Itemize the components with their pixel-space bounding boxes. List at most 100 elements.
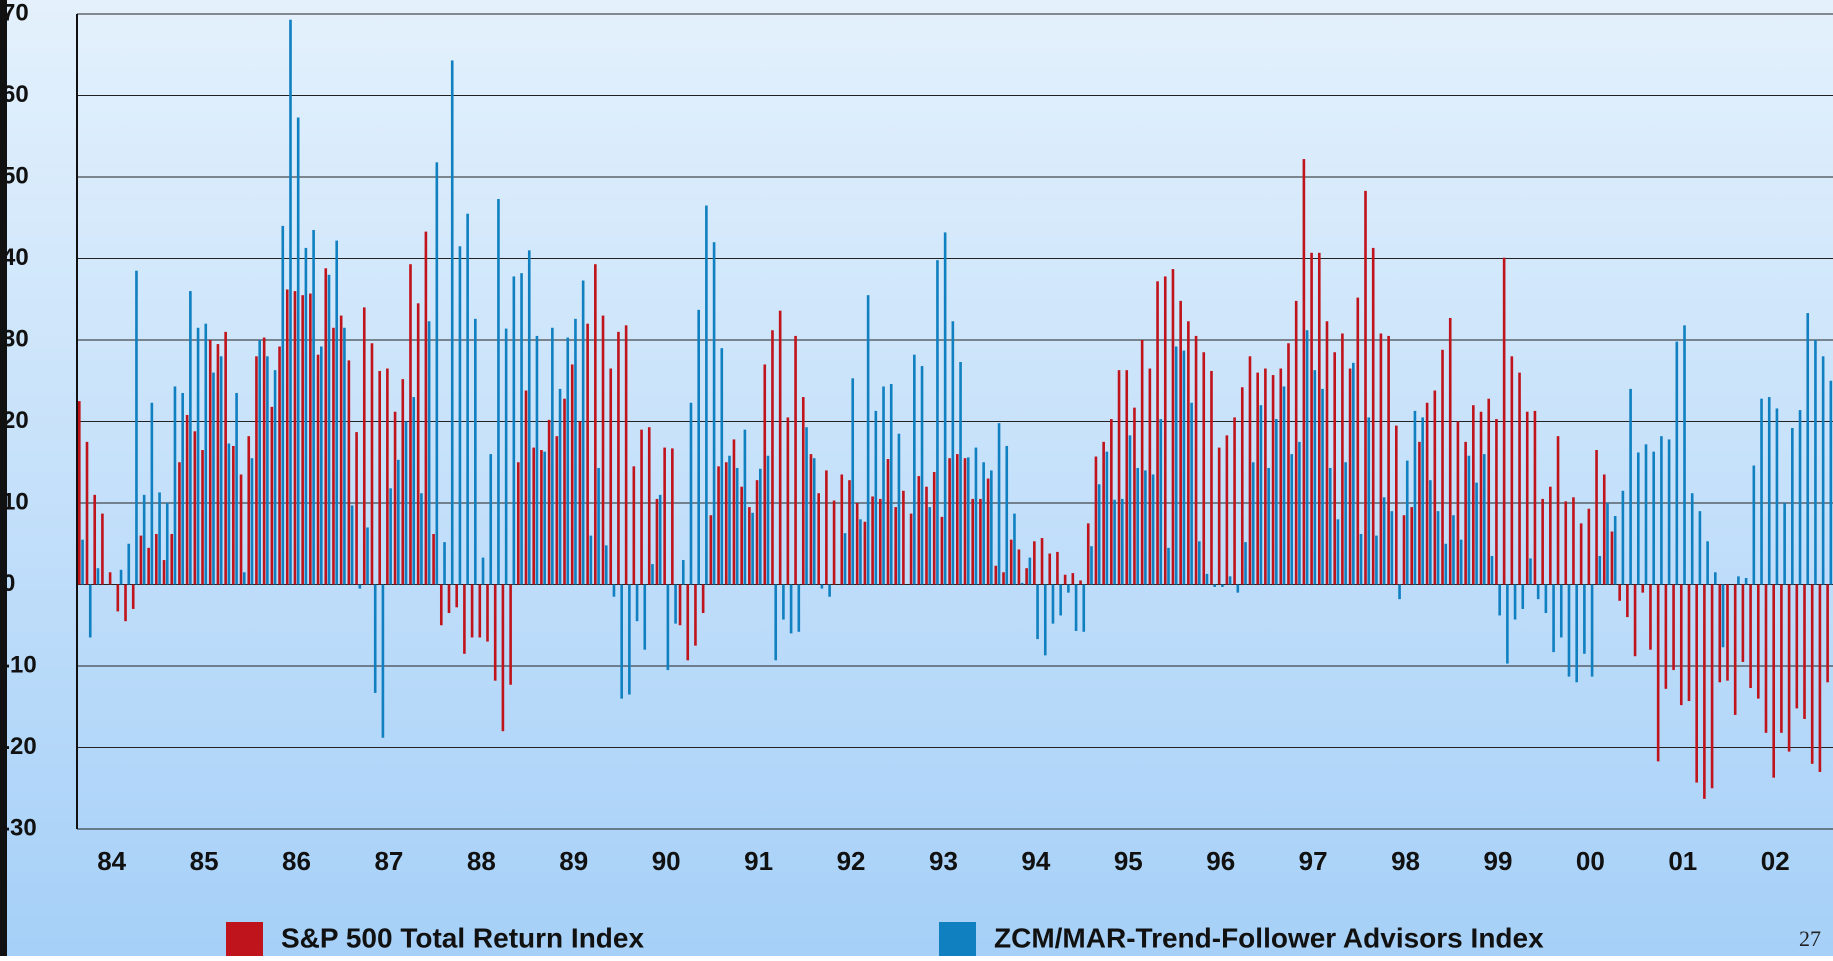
x-tick-label: 89 [559,846,588,876]
bar [319,346,323,585]
bar [1048,553,1052,585]
bar [1125,370,1129,585]
bar [212,372,215,585]
bar [1267,467,1270,585]
x-tick-label: 87 [374,846,403,876]
bar [959,362,962,585]
bar [1521,584,1525,609]
bar [116,584,120,612]
bar [974,447,978,585]
bar [1002,572,1005,585]
bar [1595,450,1598,585]
bar [1036,584,1039,640]
bar [489,454,493,585]
bar [1040,538,1044,585]
bar [1798,410,1802,585]
bar [971,498,975,585]
bar [1402,515,1406,585]
bar [1533,410,1537,585]
bar [1333,352,1337,585]
bar [181,392,184,585]
bar [1826,584,1829,683]
bar [1467,455,1471,585]
bar [270,406,274,585]
bar [740,486,743,585]
bar [1775,408,1779,585]
bar [1313,370,1317,585]
bar [1275,419,1278,585]
bar [358,584,362,589]
bar [1290,454,1294,585]
bar [1094,456,1098,585]
bar [1302,159,1306,585]
bar [1456,421,1460,585]
bar [1490,555,1494,585]
bar [632,466,636,585]
bar [1067,584,1070,593]
bar [450,60,454,585]
bar [1352,362,1355,585]
bar [312,229,315,585]
bar [1390,511,1394,585]
bar [1398,584,1401,600]
bar [825,470,828,585]
bar [512,276,516,585]
bar [1051,584,1055,624]
bar [397,459,400,585]
bar [1328,467,1332,585]
bar [1117,370,1121,585]
bar [1202,352,1206,585]
bar [1167,547,1170,585]
bar [940,516,944,585]
bar [119,569,123,585]
bar [1487,398,1491,585]
bar [817,493,820,585]
bar [1744,577,1748,585]
y-tick-label: 40 [2,244,29,271]
bar [316,354,320,585]
bar [1506,584,1509,664]
bar [1703,584,1706,799]
bar [1056,551,1059,585]
bar [339,315,343,585]
bar [389,488,392,585]
bar [936,260,939,585]
bar [979,498,982,585]
y-tick-label: 10 [2,488,29,515]
x-tick-label: 96 [1206,846,1235,876]
bar [925,486,928,585]
bar [1726,584,1729,681]
bar [1602,474,1606,585]
bar [594,264,597,585]
bar [158,492,161,585]
bar [258,340,261,585]
bar [1559,584,1563,638]
bar [1695,584,1698,783]
bar [640,429,643,585]
bar [1256,372,1259,585]
bar [674,584,677,624]
bar [455,584,459,608]
bar [624,325,628,585]
bar [266,356,269,585]
bar [127,543,131,585]
bar [1395,425,1398,585]
bar [1344,462,1347,585]
bar [432,533,435,585]
bar [1610,531,1614,585]
bar [466,213,469,585]
x-tick-label: 88 [467,846,496,876]
bar [224,331,227,585]
bar [1210,370,1213,585]
bar [278,346,281,585]
bar [897,433,901,585]
bar [794,335,797,585]
bar [1479,411,1483,585]
bar [509,584,512,685]
x-tick-label: 99 [1484,846,1513,876]
x-tick-label: 90 [652,846,681,876]
bar [1105,451,1109,585]
bar [1567,584,1571,677]
bar [1379,333,1383,585]
